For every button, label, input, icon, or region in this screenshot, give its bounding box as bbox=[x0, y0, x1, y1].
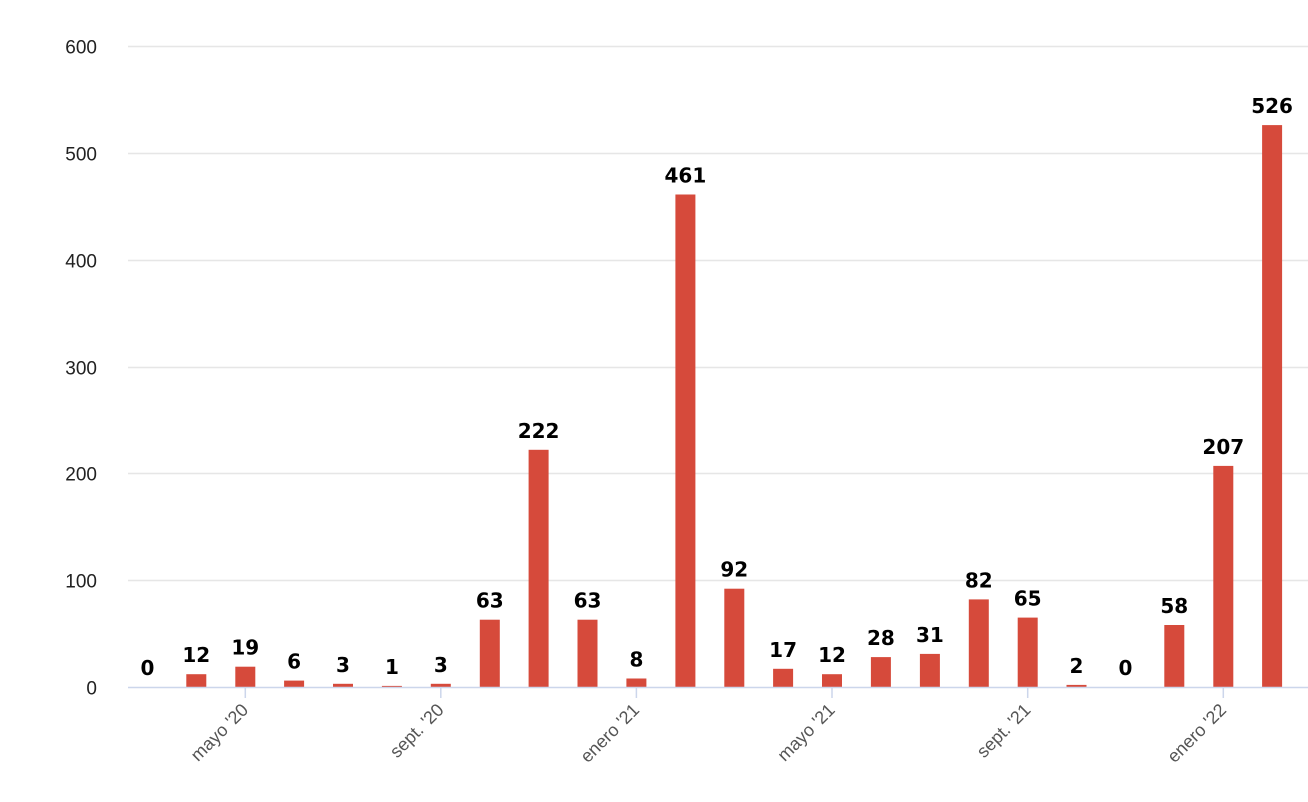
grid-lines bbox=[128, 45, 1308, 582]
data-label: 8 bbox=[629, 648, 643, 672]
bar[interactable] bbox=[284, 680, 305, 687]
bar[interactable] bbox=[1017, 617, 1038, 687]
y-tick-label: 400 bbox=[65, 252, 97, 273]
bar[interactable] bbox=[235, 666, 256, 687]
y-tick-label: 500 bbox=[65, 145, 97, 166]
bar[interactable] bbox=[577, 619, 598, 687]
x-axis: mayo '20 sept. '20 enero '21 mayo '21 sept. … bbox=[128, 686, 1308, 767]
data-label: 82 bbox=[965, 568, 993, 592]
data-label: 19 bbox=[231, 636, 259, 660]
bar-series bbox=[186, 125, 1283, 688]
data-label: 461 bbox=[665, 164, 707, 188]
data-label: 92 bbox=[720, 558, 748, 582]
data-label: 12 bbox=[818, 643, 846, 667]
data-label: 526 bbox=[1251, 94, 1293, 118]
data-label: 58 bbox=[1160, 594, 1188, 618]
bar[interactable] bbox=[773, 668, 794, 687]
bar[interactable] bbox=[870, 657, 891, 687]
bar[interactable] bbox=[528, 449, 549, 687]
data-label: 0 bbox=[140, 656, 154, 680]
data-label: 65 bbox=[1014, 587, 1042, 611]
data-label: 12 bbox=[182, 643, 210, 667]
y-tick-label: 0 bbox=[86, 679, 97, 700]
bar[interactable] bbox=[1213, 465, 1234, 687]
bar[interactable] bbox=[430, 683, 451, 687]
data-label: 17 bbox=[769, 638, 797, 662]
data-label: 3 bbox=[336, 653, 350, 677]
y-tick-label: 600 bbox=[65, 38, 97, 59]
bar[interactable] bbox=[919, 653, 940, 687]
y-tick-label: 200 bbox=[65, 465, 97, 486]
x-tick-label: enero '22 bbox=[1163, 700, 1230, 767]
data-label: 3 bbox=[434, 653, 448, 677]
y-tick-label: 100 bbox=[65, 572, 97, 593]
x-tick-label: sept. '21 bbox=[973, 700, 1035, 762]
bar[interactable] bbox=[1262, 125, 1283, 688]
data-label: 63 bbox=[476, 589, 504, 613]
bar[interactable] bbox=[479, 619, 500, 687]
bar[interactable] bbox=[333, 683, 353, 687]
bar[interactable] bbox=[1066, 684, 1087, 687]
data-label: 0 bbox=[1118, 656, 1132, 680]
x-tick-label: mayo '20 bbox=[187, 700, 252, 765]
data-label: 2 bbox=[1070, 654, 1084, 678]
bar[interactable] bbox=[675, 194, 696, 688]
data-label: 207 bbox=[1202, 435, 1244, 459]
data-label: 28 bbox=[867, 626, 895, 650]
data-label: 31 bbox=[916, 623, 944, 647]
data-label: 1 bbox=[385, 655, 399, 679]
x-tick-label: enero '21 bbox=[576, 700, 643, 767]
data-label: 6 bbox=[287, 650, 301, 674]
y-tick-label: 300 bbox=[65, 359, 97, 380]
bar[interactable] bbox=[968, 599, 989, 687]
data-label: 222 bbox=[518, 419, 560, 443]
bar[interactable] bbox=[724, 588, 745, 687]
bar[interactable] bbox=[626, 678, 647, 688]
bar[interactable] bbox=[381, 685, 402, 687]
bar[interactable] bbox=[822, 674, 842, 687]
x-tick-label: sept. '20 bbox=[386, 700, 448, 762]
bar[interactable] bbox=[1164, 625, 1185, 687]
x-tick-label: mayo '21 bbox=[773, 700, 838, 765]
bar[interactable] bbox=[186, 674, 207, 687]
data-label: 63 bbox=[574, 589, 602, 613]
y-axis-tick-labels: 0 100 200 300 400 500 600 bbox=[65, 38, 97, 700]
